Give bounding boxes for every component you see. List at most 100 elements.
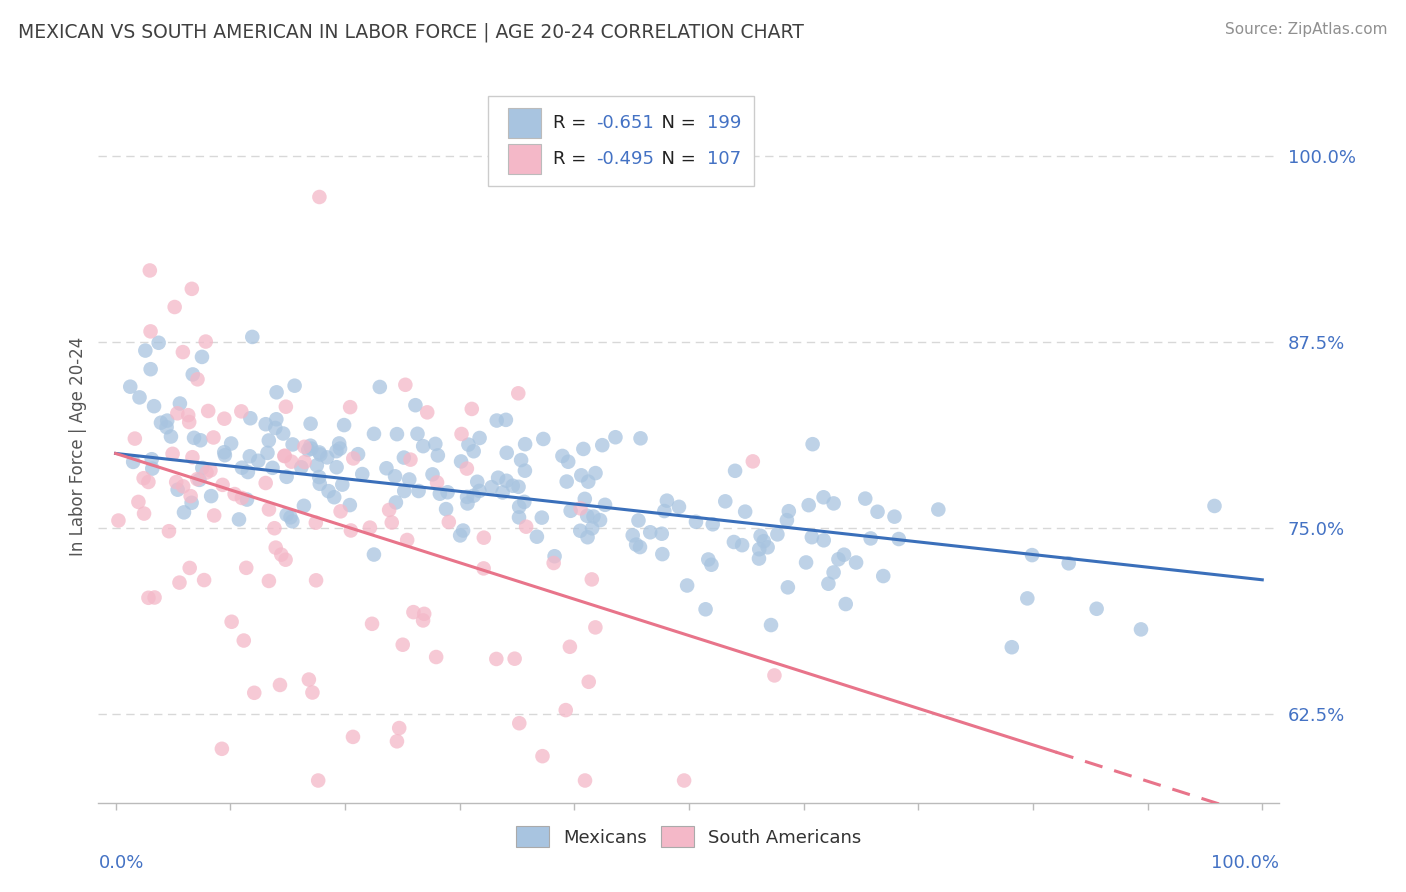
Point: [329, 504, 352, 518]
Point: [155, 420, 177, 434]
Point: [342, 730, 364, 744]
Point: [515, 519, 537, 533]
Point: [138, 591, 160, 605]
Point: [256, 446, 278, 460]
Point: [797, 498, 820, 512]
Point: [457, 437, 479, 451]
Point: [1057, 557, 1080, 571]
Point: [495, 413, 517, 427]
Point: [638, 525, 661, 540]
Point: [734, 505, 756, 519]
Point: [569, 524, 592, 538]
Point: [128, 390, 150, 404]
Point: [450, 454, 472, 468]
Point: [581, 573, 603, 587]
Point: [531, 432, 554, 446]
Point: [284, 378, 307, 392]
Point: [503, 651, 526, 665]
Point: [307, 773, 329, 788]
Point: [449, 528, 471, 542]
Point: [273, 449, 295, 463]
Point: [191, 461, 214, 475]
Point: [298, 673, 321, 687]
Point: [180, 282, 202, 296]
Point: [181, 368, 204, 382]
Text: 107: 107: [707, 150, 741, 168]
Point: [859, 532, 882, 546]
Point: [385, 734, 408, 748]
Point: [305, 458, 328, 473]
Point: [555, 475, 578, 489]
Point: [794, 556, 817, 570]
Point: [299, 417, 322, 431]
Point: [271, 426, 294, 441]
Point: [413, 607, 436, 621]
Y-axis label: In Labor Force | Age 20-24: In Labor Force | Age 20-24: [69, 336, 87, 556]
Point: [457, 496, 479, 510]
Point: [361, 616, 384, 631]
Point: [328, 436, 350, 450]
Point: [927, 502, 949, 516]
Point: [266, 385, 288, 400]
Point: [169, 396, 191, 410]
Point: [766, 527, 789, 541]
Point: [585, 466, 607, 480]
Point: [845, 556, 868, 570]
Point: [141, 452, 163, 467]
Point: [305, 516, 328, 530]
Point: [200, 463, 222, 477]
Point: [388, 721, 411, 735]
Point: [363, 426, 385, 441]
Point: [231, 460, 253, 475]
Point: [412, 614, 434, 628]
Point: [530, 510, 553, 524]
Point: [165, 475, 187, 489]
Point: [329, 442, 352, 456]
Point: [651, 526, 673, 541]
Point: [264, 541, 287, 555]
Point: [1017, 591, 1039, 606]
Point: [162, 447, 184, 461]
Point: [191, 350, 214, 364]
Point: [276, 470, 298, 484]
Point: [531, 749, 554, 764]
Point: [702, 517, 724, 532]
Point: [408, 483, 430, 498]
Point: [280, 510, 302, 524]
Point: [801, 437, 824, 451]
Point: [325, 444, 347, 458]
Point: [406, 426, 429, 441]
Point: [214, 411, 236, 425]
Point: [294, 455, 316, 469]
Point: [169, 575, 191, 590]
Point: [468, 483, 491, 498]
Point: [270, 548, 292, 562]
Point: [866, 505, 889, 519]
Point: [486, 471, 509, 485]
Point: [292, 440, 315, 454]
Point: [574, 773, 596, 788]
Point: [257, 502, 280, 516]
Point: [724, 464, 747, 478]
Point: [228, 512, 250, 526]
Point: [756, 541, 779, 555]
Point: [214, 448, 236, 462]
Point: [817, 576, 839, 591]
Point: [181, 450, 204, 465]
Point: [308, 190, 330, 204]
Point: [132, 471, 155, 485]
Point: [385, 427, 408, 442]
Point: [422, 467, 444, 482]
Point: [391, 638, 413, 652]
Point: [714, 494, 737, 508]
Point: [254, 417, 277, 432]
Point: [543, 556, 565, 570]
Point: [308, 476, 330, 491]
Point: [748, 542, 770, 557]
Point: [510, 453, 533, 467]
Point: [194, 334, 217, 349]
Point: [257, 574, 280, 588]
Point: [776, 580, 799, 594]
Point: [485, 652, 508, 666]
Point: [224, 487, 246, 501]
